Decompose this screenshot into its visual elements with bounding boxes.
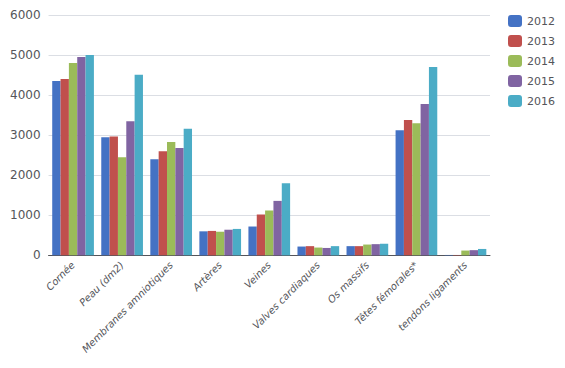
svg-text:3000: 3000: [10, 128, 41, 142]
svg-text:Valves cardiaques: Valves cardiaques: [250, 259, 322, 331]
svg-text:Membranes amniotiques: Membranes amniotiques: [80, 259, 175, 354]
svg-text:1000: 1000: [10, 208, 41, 222]
svg-text:2012: 2012: [527, 15, 555, 28]
svg-text:2000: 2000: [10, 168, 41, 182]
svg-text:Peau (dm2): Peau (dm2): [77, 259, 126, 308]
svg-text:Cornée: Cornée: [44, 259, 77, 292]
svg-text:0: 0: [33, 248, 41, 262]
svg-text:2015: 2015: [527, 75, 555, 88]
svg-text:6000: 6000: [10, 8, 41, 22]
svg-text:Os massifs: Os massifs: [325, 259, 371, 305]
svg-text:2016: 2016: [527, 95, 555, 108]
svg-text:Veines: Veines: [242, 259, 273, 290]
svg-text:Artères: Artères: [190, 259, 224, 293]
svg-text:5000: 5000: [10, 48, 41, 62]
svg-text:2014: 2014: [527, 55, 555, 68]
svg-text:4000: 4000: [10, 88, 41, 102]
svg-text:2013: 2013: [527, 35, 555, 48]
svg-text:tendons ligaments: tendons ligaments: [396, 259, 469, 332]
svg-text:Têtes fémorales*: Têtes fémorales*: [352, 259, 421, 327]
